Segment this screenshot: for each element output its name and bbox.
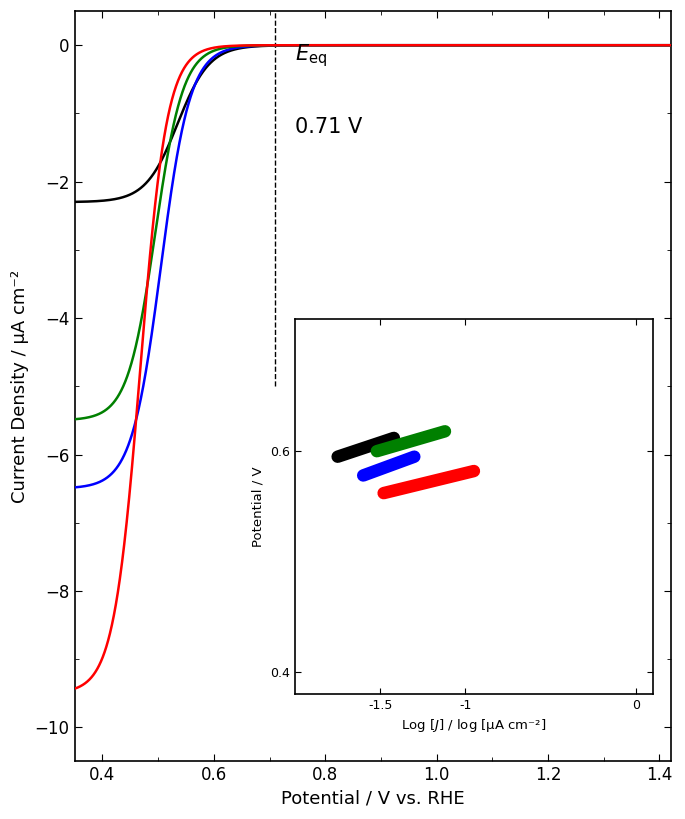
Text: 0.71 V: 0.71 V [295, 117, 362, 137]
X-axis label: Potential / V vs. RHE: Potential / V vs. RHE [281, 790, 464, 808]
Text: $E_\mathrm{eq}$: $E_\mathrm{eq}$ [295, 42, 327, 69]
Y-axis label: Current Density / μA cm⁻²: Current Density / μA cm⁻² [11, 269, 29, 503]
